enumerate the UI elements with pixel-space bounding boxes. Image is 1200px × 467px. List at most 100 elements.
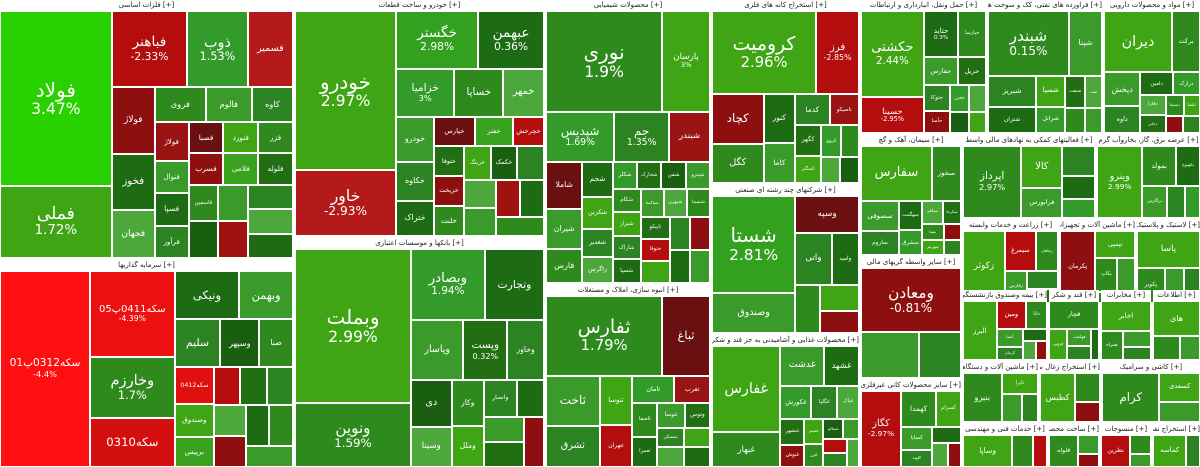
stock-tile[interactable]: شپاکسا [640,188,664,218]
stock-tile[interactable]: تاپیکو [640,217,671,240]
sector-title[interactable]: [+] استخراج نفت [1153,424,1200,435]
stock-tile[interactable]: شسینا [686,188,710,218]
stock-tile[interactable]: حکشتی 2.44% [861,11,924,98]
stock-tile[interactable]: بکهنوج [1176,146,1200,187]
stock-tile[interactable]: دیران [1104,11,1172,73]
stock-tile[interactable]: خفنر [474,117,513,147]
stock-tile[interactable] [269,404,293,447]
stock-tile[interactable]: وصندوق [174,403,215,437]
stock-tile[interactable]: پارسان 3% [662,11,710,112]
sector-title[interactable]: [+] خودرو و ساخت قطعات [295,0,544,11]
stock-tile[interactable]: وسینا [410,426,452,467]
stock-tile[interactable]: کمنگنز [795,155,822,183]
stock-tile[interactable] [932,426,961,443]
stock-tile[interactable] [245,404,270,447]
sector-title[interactable]: [+] استخراج کانه های فلزی [712,0,859,11]
stock-tile[interactable]: سخوز [931,146,961,201]
stock-tile[interactable] [1022,328,1047,342]
stock-tile[interactable]: وخارزم 1.7% [89,356,175,418]
sector-title[interactable]: [+] محصولات غذایی و آشامیدنی به جز قند و… [712,335,859,346]
sector-title[interactable]: [+] لاستیک و پلاستیک [1137,220,1200,231]
stock-tile[interactable]: فسرب [188,153,224,185]
stock-tile[interactable] [1062,176,1095,200]
stock-tile[interactable]: شپنا [1068,11,1102,76]
stock-tile[interactable] [1122,331,1151,348]
stock-tile[interactable]: تاصیکو [829,94,859,126]
stock-tile[interactable]: غزر [804,444,824,467]
stock-tile[interactable]: وینرو 2.99% [1097,146,1143,218]
stock-tile[interactable] [950,111,969,133]
stock-tile[interactable]: های [1153,301,1200,336]
stock-tile[interactable]: فاسمین [188,184,219,222]
sector-title[interactable]: [+] ماشین آلات و تجهیزات [1060,220,1135,231]
stock-tile[interactable]: زماهان [1035,231,1058,272]
stock-tile[interactable]: سکه0411پ05 -4.39% [89,271,175,357]
stock-tile[interactable]: شیران [546,209,583,249]
stock-tile[interactable]: زاگرس [582,256,613,283]
stock-tile[interactable]: فلوله [1049,435,1079,467]
sector-title[interactable]: [+] حمل ونقل، انبارداری و ارتباطات [861,0,986,11]
stock-tile[interactable]: دامین [1140,72,1173,95]
stock-tile[interactable]: ثامان [632,375,675,403]
stock-tile[interactable] [214,435,246,467]
stock-tile[interactable]: خزامیا 3% [396,68,455,118]
stock-tile[interactable] [1091,328,1099,360]
stock-tile[interactable]: وکار [451,380,484,427]
stock-tile[interactable]: شسپا [612,259,641,283]
stock-tile[interactable]: سکه0412 [174,367,215,404]
stock-tile[interactable] [248,209,293,234]
stock-tile[interactable] [519,179,544,218]
sector-title[interactable]: [+] استخراج زغال سنگ [1040,362,1100,373]
stock-tile[interactable]: پاسا [1137,231,1200,269]
stock-tile[interactable]: غفارس [712,346,781,432]
stock-tile[interactable]: فالوم [205,87,252,123]
stock-tile[interactable] [690,250,710,283]
stock-tile[interactable]: شبندر [669,111,710,162]
stock-tile[interactable]: فرآور [154,225,189,258]
stock-tile[interactable] [947,442,961,467]
stock-tile[interactable]: قچار [1049,301,1099,329]
stock-tile[interactable] [657,447,684,467]
stock-tile[interactable]: فرابورس [1021,188,1063,218]
stock-tile[interactable]: فنوال [154,161,189,194]
stock-tile[interactable]: ختراک [396,201,434,236]
sector-title[interactable]: [+] سرمایه گذاریها [0,260,293,271]
stock-tile[interactable]: ذوب 1.53% [187,11,248,88]
stock-tile[interactable] [483,417,524,443]
stock-tile[interactable]: ثاخت [546,375,600,427]
stock-tile[interactable] [932,442,948,467]
sector-title[interactable]: [+] مخابرات [1101,290,1151,301]
stock-tile[interactable]: شبهرن [663,188,687,218]
stock-tile[interactable]: خرینگ [463,146,491,180]
sector-title[interactable]: [+] سایر محصولات کانی غیرفلزی [861,380,961,391]
stock-tile[interactable]: غکورش [780,385,812,419]
stock-tile[interactable] [690,217,710,251]
stock-tile[interactable]: حخزر [950,85,969,112]
stock-tile[interactable] [842,418,859,440]
stock-tile[interactable]: حپارسا [958,11,986,58]
stock-tile[interactable] [1062,199,1095,218]
stock-tile[interactable]: کگهر [795,125,822,156]
stock-tile[interactable]: دانا [1026,301,1047,329]
stock-tile[interactable] [943,239,961,255]
stock-tile[interactable]: سکرما [943,200,961,224]
stock-tile[interactable]: فولاد 3.47% [0,11,112,186]
stock-tile[interactable]: حتاید 0.3% [923,11,959,58]
stock-tile[interactable] [840,125,859,158]
stock-tile[interactable] [1130,453,1151,467]
stock-tile[interactable]: شنفت [1065,75,1086,109]
stock-tile[interactable] [1032,435,1047,467]
stock-tile[interactable]: جم 1.35% [614,111,669,162]
stock-tile[interactable]: برکت [1172,11,1200,73]
stock-tile[interactable] [1130,435,1151,454]
stock-tile[interactable]: ومعادن -0.81% [861,268,961,333]
stock-tile[interactable]: شرانل [1036,106,1066,133]
stock-tile[interactable] [483,442,524,467]
stock-tile[interactable]: حتوکا [923,85,951,112]
stock-tile[interactable] [248,184,293,210]
sector-title[interactable]: [+] عرضه برق، گاز، بخاروآب گرم [1097,135,1200,146]
stock-tile[interactable]: تپمپی [1095,231,1135,258]
stock-tile[interactable]: فسمیر [247,11,293,88]
stock-tile[interactable] [1021,394,1038,422]
stock-tile[interactable]: شکلر [612,161,638,189]
